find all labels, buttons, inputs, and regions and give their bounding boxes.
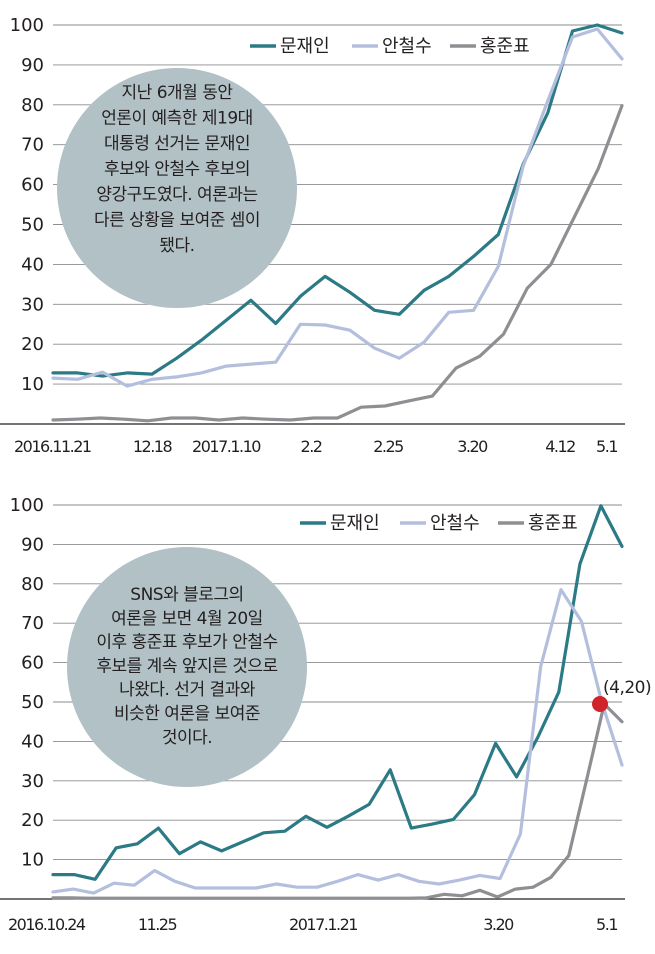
- x-tick-label: 5.1: [596, 915, 617, 934]
- x-tick-label: 2017.1.21: [289, 915, 357, 934]
- y-tick-label: 100: [10, 495, 44, 516]
- legend-label-hong: 홍준표: [480, 36, 530, 57]
- y-tick-label: 10: [21, 850, 44, 871]
- crossover-marker-label: (4,20): [603, 678, 651, 698]
- x-tick-label: 2.25: [373, 437, 403, 456]
- legend-label-ahn: 안철수: [382, 36, 432, 57]
- y-tick-label: 50: [21, 692, 44, 713]
- series-line-hong: [51, 103, 624, 423]
- annotation-line: 나왔다. 선거 결과와: [119, 680, 256, 700]
- annotation-line: 후보를 계속 앞지른 것으로: [96, 656, 277, 676]
- y-tick-label: 60: [21, 653, 44, 674]
- x-tick-label: 2017.1.10: [192, 437, 261, 456]
- y-tick-label: 20: [21, 810, 44, 831]
- annotation-line: 여론을 보면 4월 20일: [111, 609, 263, 629]
- y-tick-label: 10: [21, 374, 44, 395]
- x-tick-label: 3.20: [483, 915, 514, 934]
- annotation-line: 후보와 안철수 후보의: [104, 160, 250, 180]
- y-tick-label: 40: [21, 254, 44, 275]
- annotation-line: 양강구도였다. 여론과는: [96, 185, 257, 205]
- x-tick-label: 4.12: [545, 437, 575, 456]
- y-tick-label: 30: [21, 771, 44, 792]
- annotation-line: 언론이 예측한 제19대: [101, 109, 253, 129]
- annotation-line: 것이다.: [162, 728, 212, 748]
- x-tick-label: 3.20: [457, 437, 488, 456]
- legend-label-moon: 문재인: [330, 513, 380, 534]
- annotation-line: SNS와 블로그의: [130, 585, 243, 605]
- chart-panel-1: 10 20 30 40 50 60 70 80 90 100 2016.11.21 12.18 2017…: [0, 15, 625, 456]
- legend-label-hong: 홍준표: [528, 513, 578, 534]
- y-tick-label: 50: [21, 215, 44, 236]
- annotation-bubble: [67, 547, 307, 787]
- annotation-line: 다른 상황을 보여준 셈이: [94, 211, 260, 231]
- y-tick-label: 60: [21, 175, 44, 196]
- chart-panel-2: 10 20 30 40 50 60 70 80 90 100 2016.10.24 11.25 2017…: [0, 477, 655, 954]
- y-tick-label: 80: [21, 574, 44, 595]
- line-chart-2: 10 20 30 40 50 60 70 80 90 100 2016.10.24 11.25 2017…: [0, 495, 652, 934]
- y-tick-label: 20: [21, 334, 44, 355]
- legend-label-moon: 문재인: [280, 36, 330, 57]
- y-tick-label: 80: [21, 95, 44, 116]
- series-line-moon: [51, 504, 624, 881]
- series-line-ahn: [51, 588, 624, 895]
- annotation-line: 이후 홍준표 후보가 안철수: [96, 633, 277, 653]
- y-tick-label: 90: [21, 534, 44, 555]
- y-tick-label: 100: [10, 15, 44, 36]
- y-tick-label: 70: [21, 613, 44, 634]
- x-tick-label: 2.2: [301, 437, 322, 456]
- y-tick-label: 70: [21, 135, 44, 156]
- y-tick-label: 90: [21, 55, 44, 76]
- x-tick-label: 11.25: [138, 915, 177, 934]
- x-tick-label: 5.1: [596, 437, 617, 456]
- crossover-marker: [592, 695, 608, 712]
- y-tick-label: 40: [21, 731, 44, 752]
- x-tick-label: 12.18: [133, 437, 173, 456]
- line-chart-1: 10 20 30 40 50 60 70 80 90 100 2016.11.21 12.18 2017…: [0, 15, 625, 456]
- series-line-hong: [51, 702, 624, 900]
- x-tick-label: 2016.10.24: [8, 915, 86, 934]
- y-tick-label: 30: [21, 294, 44, 315]
- x-tick-label: 2016.11.21: [14, 437, 91, 456]
- annotation-line: 지난 6개월 동안: [122, 83, 234, 103]
- annotation-line: 대통령 선거는 문재인: [104, 134, 250, 154]
- annotation-line: 비슷한 여론을 보여준: [114, 704, 260, 724]
- annotation-bubble: [57, 68, 297, 308]
- series-line-ahn: [51, 27, 624, 388]
- legend-label-ahn: 안철수: [430, 513, 480, 534]
- annotation-line: 됐다.: [159, 236, 194, 256]
